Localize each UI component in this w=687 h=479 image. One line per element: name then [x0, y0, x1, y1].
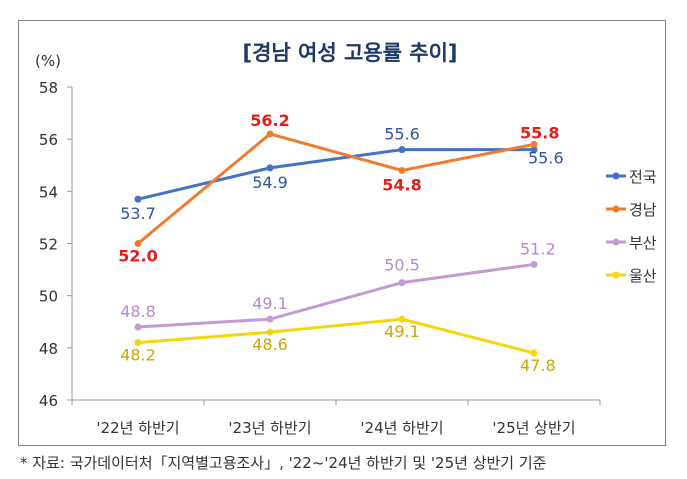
data-label: 50.5 [384, 256, 420, 275]
y-tick-label: 46 [39, 392, 58, 410]
legend-label: 부산 [629, 234, 657, 252]
x-tick-label: '23년 하반기 [228, 419, 311, 437]
data-label: 49.1 [252, 294, 288, 313]
legend-marker [612, 205, 620, 213]
series-line-경남 [137, 132, 535, 245]
series-line-부산 [137, 262, 535, 329]
legend-marker [612, 172, 620, 180]
legend-marker [612, 238, 620, 246]
data-label: 47.8 [520, 356, 556, 375]
data-point [530, 140, 538, 148]
data-point [134, 240, 142, 247]
data-point [134, 195, 142, 203]
x-tick-label: '22년 하반기 [96, 419, 179, 437]
data-point [134, 323, 142, 331]
data-point [530, 349, 538, 357]
data-point [266, 164, 274, 172]
data-label: 48.6 [252, 335, 288, 354]
source-note: * 자료: 국가데이터처「지역별고용조사」, '22~'24년 하반기 및 '2… [20, 454, 547, 472]
data-point [266, 328, 274, 336]
y-tick-label: 56 [39, 131, 58, 149]
legend-label: 울산 [629, 267, 657, 285]
data-point [398, 315, 406, 323]
data-label: 52.0 [118, 247, 157, 266]
y-axis-unit: (%) [35, 52, 61, 70]
data-point [266, 130, 274, 138]
data-label: 55.6 [528, 149, 564, 168]
data-point [530, 260, 538, 268]
chart-title: [경남 여성 고용률 추이] [242, 41, 457, 65]
legend-label: 전국 [629, 168, 657, 186]
data-point [398, 146, 406, 154]
y-tick-label: 50 [39, 288, 58, 306]
chart-frame [18, 20, 666, 446]
data-label: 54.8 [382, 175, 421, 194]
data-point [266, 315, 274, 323]
legend-label: 경남 [629, 201, 657, 219]
y-tick-label: 52 [39, 236, 58, 254]
y-tick-label: 54 [39, 183, 58, 201]
data-label: 55.8 [520, 123, 559, 142]
x-tick-label: '25년 상반기 [492, 419, 575, 437]
data-point [398, 279, 406, 287]
data-label: 51.2 [520, 239, 556, 258]
data-point [398, 166, 406, 174]
data-label: 48.2 [120, 346, 156, 365]
data-label: 55.6 [384, 125, 420, 144]
data-label: 54.9 [252, 173, 288, 192]
data-label: 48.8 [120, 302, 156, 321]
x-tick-label: '24년 하반기 [360, 419, 443, 437]
series-line-전국 [137, 148, 534, 201]
data-point [134, 339, 142, 347]
y-tick-label: 58 [39, 79, 58, 97]
legend-marker [612, 271, 620, 279]
series-line-울산 [137, 317, 535, 355]
data-point [530, 146, 538, 154]
data-label: 49.1 [384, 322, 420, 341]
data-label: 53.7 [120, 204, 156, 223]
y-tick-label: 48 [39, 340, 58, 358]
data-label: 56.2 [250, 111, 289, 130]
